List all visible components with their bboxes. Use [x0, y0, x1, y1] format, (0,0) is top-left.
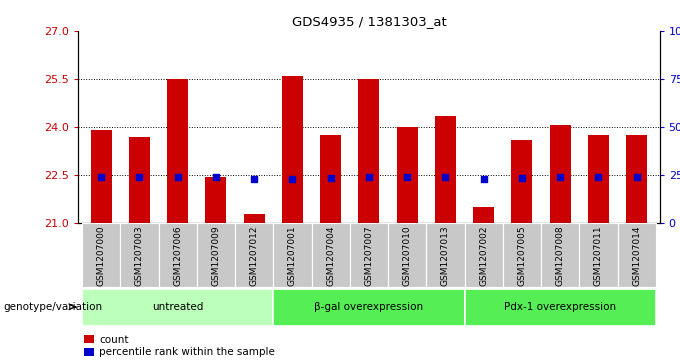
- Point: [402, 174, 413, 180]
- Text: GSM1207008: GSM1207008: [556, 225, 564, 286]
- Point: [555, 174, 566, 180]
- Bar: [541, 223, 579, 287]
- Bar: [167, 79, 188, 223]
- Bar: [273, 223, 311, 287]
- Point: [210, 174, 221, 180]
- Bar: [588, 135, 609, 223]
- Bar: [82, 289, 273, 326]
- Bar: [243, 213, 265, 223]
- Bar: [320, 135, 341, 223]
- Bar: [388, 223, 426, 287]
- Bar: [617, 223, 656, 287]
- Bar: [626, 135, 647, 223]
- Bar: [358, 79, 379, 223]
- Text: GSM1207005: GSM1207005: [517, 225, 526, 286]
- Point: [517, 175, 528, 181]
- Text: GSM1207012: GSM1207012: [250, 225, 258, 286]
- Text: genotype/variation: genotype/variation: [3, 302, 103, 312]
- Bar: [511, 140, 532, 223]
- Bar: [426, 223, 464, 287]
- Point: [440, 174, 451, 180]
- Bar: [120, 223, 158, 287]
- Point: [363, 174, 374, 180]
- Point: [172, 174, 183, 180]
- Text: GSM1207009: GSM1207009: [211, 225, 220, 286]
- Bar: [311, 223, 350, 287]
- Legend: count, percentile rank within the sample: count, percentile rank within the sample: [84, 334, 276, 358]
- Text: GSM1207002: GSM1207002: [479, 225, 488, 286]
- Point: [96, 174, 107, 180]
- Point: [478, 176, 489, 182]
- Text: GSM1207006: GSM1207006: [173, 225, 182, 286]
- Bar: [158, 223, 197, 287]
- Bar: [282, 76, 303, 223]
- Text: GSM1207004: GSM1207004: [326, 225, 335, 286]
- Text: GSM1207010: GSM1207010: [403, 225, 411, 286]
- Bar: [350, 223, 388, 287]
- Point: [249, 176, 260, 182]
- Bar: [90, 130, 112, 223]
- Bar: [549, 126, 571, 223]
- Bar: [464, 289, 656, 326]
- Point: [631, 174, 642, 180]
- Bar: [273, 289, 464, 326]
- Bar: [503, 223, 541, 287]
- Bar: [82, 223, 120, 287]
- Text: GSM1207000: GSM1207000: [97, 225, 105, 286]
- Text: GSM1207011: GSM1207011: [594, 225, 603, 286]
- Bar: [205, 177, 226, 223]
- Text: GSM1207013: GSM1207013: [441, 225, 450, 286]
- Text: GSM1207014: GSM1207014: [632, 225, 641, 286]
- Point: [287, 176, 298, 182]
- Bar: [235, 223, 273, 287]
- Text: Pdx-1 overexpression: Pdx-1 overexpression: [504, 302, 616, 312]
- Title: GDS4935 / 1381303_at: GDS4935 / 1381303_at: [292, 15, 446, 28]
- Text: GSM1207003: GSM1207003: [135, 225, 144, 286]
- Bar: [396, 127, 418, 223]
- Bar: [129, 137, 150, 223]
- Bar: [197, 223, 235, 287]
- Point: [593, 174, 604, 180]
- Point: [134, 174, 145, 180]
- Bar: [464, 223, 503, 287]
- Bar: [473, 207, 494, 223]
- Text: untreated: untreated: [152, 302, 203, 312]
- Text: β-gal overexpression: β-gal overexpression: [314, 302, 424, 312]
- Text: GSM1207001: GSM1207001: [288, 225, 297, 286]
- Text: GSM1207007: GSM1207007: [364, 225, 373, 286]
- Point: [325, 175, 336, 181]
- Bar: [435, 116, 456, 223]
- Bar: [579, 223, 617, 287]
